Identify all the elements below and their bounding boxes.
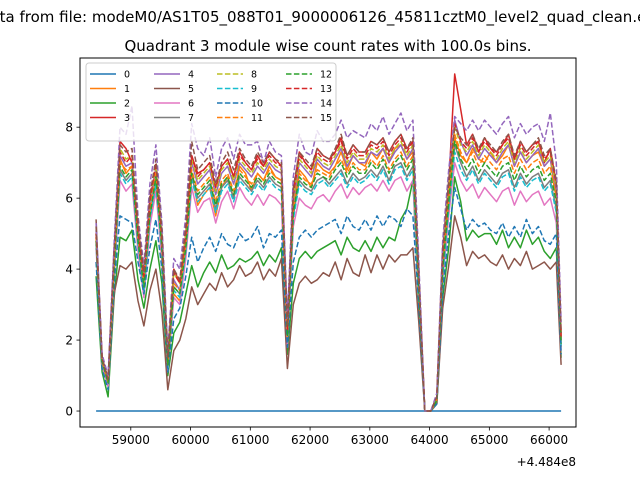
legend-frame — [85, 62, 337, 142]
legend-label-10: 10 — [251, 99, 263, 110]
legend-label-8: 8 — [251, 70, 257, 81]
legend-label-7: 7 — [188, 113, 194, 124]
x-tick-label: 62000 — [291, 433, 329, 447]
series-line-12 — [95, 140, 562, 412]
chart-title: Quadrant 3 module wise count rates with … — [124, 37, 531, 55]
legend-label-6: 6 — [188, 99, 194, 110]
y-tick-label: 4 — [65, 262, 73, 276]
legend-label-14: 14 — [320, 99, 332, 110]
x-tick-label: 61000 — [231, 433, 269, 447]
legend-label-1: 1 — [124, 84, 130, 95]
legend-label-13: 13 — [320, 84, 332, 95]
series-layer — [95, 73, 562, 412]
legend-label-2: 2 — [124, 99, 130, 110]
legend-label-5: 5 — [188, 84, 194, 95]
y-tick-label: 6 — [65, 191, 73, 205]
x-tick-label: 63000 — [351, 433, 389, 447]
y-tick-label: 8 — [65, 120, 73, 134]
legend-label-4: 4 — [188, 70, 194, 81]
series-line-2 — [95, 176, 562, 412]
legend-label-9: 9 — [251, 84, 257, 95]
x-tick-label: 65000 — [470, 433, 508, 447]
legend-label-15: 15 — [320, 113, 332, 124]
series-line-15 — [95, 126, 562, 412]
y-axis: 0 2 4 6 8 — [65, 120, 80, 418]
legend-label-11: 11 — [251, 113, 263, 124]
y-tick-label: 0 — [65, 404, 73, 418]
x-axis-offset-label: +4.484e8 — [517, 455, 576, 469]
x-tick-label: 59000 — [112, 433, 150, 447]
y-tick-label: 2 — [65, 333, 73, 347]
x-tick-label: 60000 — [171, 433, 209, 447]
plot-frame — [79, 57, 577, 428]
x-tick-label: 66000 — [530, 433, 568, 447]
x-axis: 59000 60000 61000 62000 63000 64000 65000 66000 — [112, 427, 568, 447]
legend-label-0: 0 — [124, 70, 130, 81]
x-tick-label: 64000 — [410, 433, 448, 447]
series-line-10 — [95, 186, 562, 412]
series-line-5 — [95, 215, 562, 412]
legend-label-3: 3 — [124, 113, 130, 124]
legend-label-12: 12 — [320, 70, 332, 81]
figure-suptitle: Data from file: modeM0/AS1T05_088T01_900… — [0, 8, 640, 27]
